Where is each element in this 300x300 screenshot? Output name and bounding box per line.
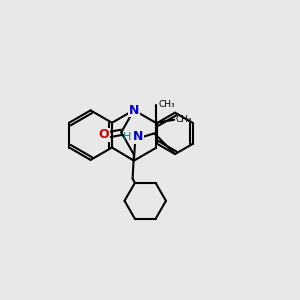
Text: N: N [133, 130, 143, 143]
Text: N: N [129, 103, 139, 117]
Text: O: O [98, 128, 109, 141]
Text: CH₃: CH₃ [176, 115, 192, 124]
Text: CH₃: CH₃ [158, 100, 175, 109]
Text: H: H [123, 132, 131, 142]
